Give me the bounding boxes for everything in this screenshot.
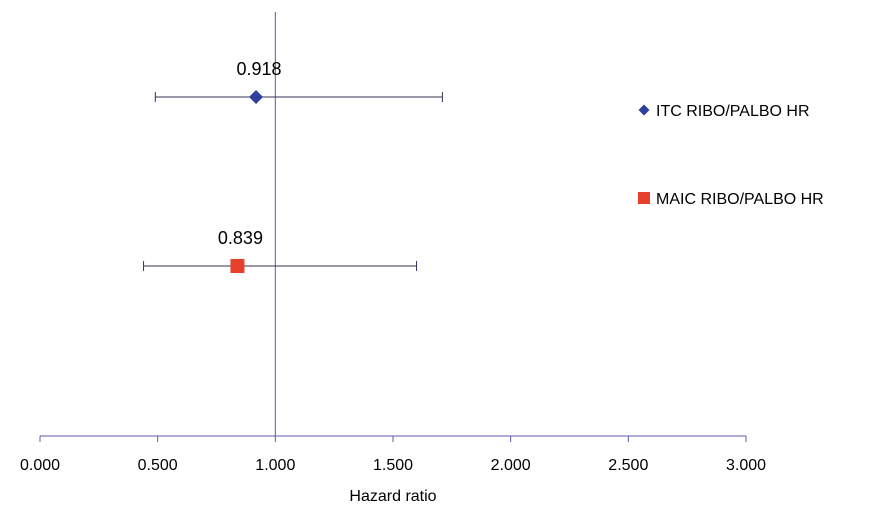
legend-marker-square <box>638 192 650 204</box>
x-tick-label: 1.000 <box>255 457 295 474</box>
marks-layer: 0.918 0.839 <box>143 59 443 273</box>
x-tick-label: 0.000 <box>20 457 60 474</box>
data-label: 0.839 <box>218 228 263 248</box>
data-label: 0.918 <box>237 59 282 79</box>
axis-layer: 0.000 0.500 1.000 1.500 2.000 2.500 3.000 Hazar… <box>20 12 766 505</box>
data-point-square <box>230 259 245 273</box>
legend-marker-diamond <box>638 104 650 116</box>
x-tick-label: 1.500 <box>373 457 413 474</box>
x-tick-label: 3.000 <box>726 457 766 474</box>
x-axis-title: Hazard ratio <box>349 488 436 505</box>
legend-label: ITC RIBO/PALBO HR <box>656 103 810 120</box>
x-tick-label: 2.000 <box>491 457 531 474</box>
legend-label: MAIC RIBO/PALBO HR <box>656 191 824 208</box>
legend: ITC RIBO/PALBO HR MAIC RIBO/PALBO HR <box>638 103 824 208</box>
data-point-diamond <box>249 90 264 104</box>
x-tick-label: 2.500 <box>608 457 648 474</box>
x-tick-label: 0.500 <box>138 457 178 474</box>
